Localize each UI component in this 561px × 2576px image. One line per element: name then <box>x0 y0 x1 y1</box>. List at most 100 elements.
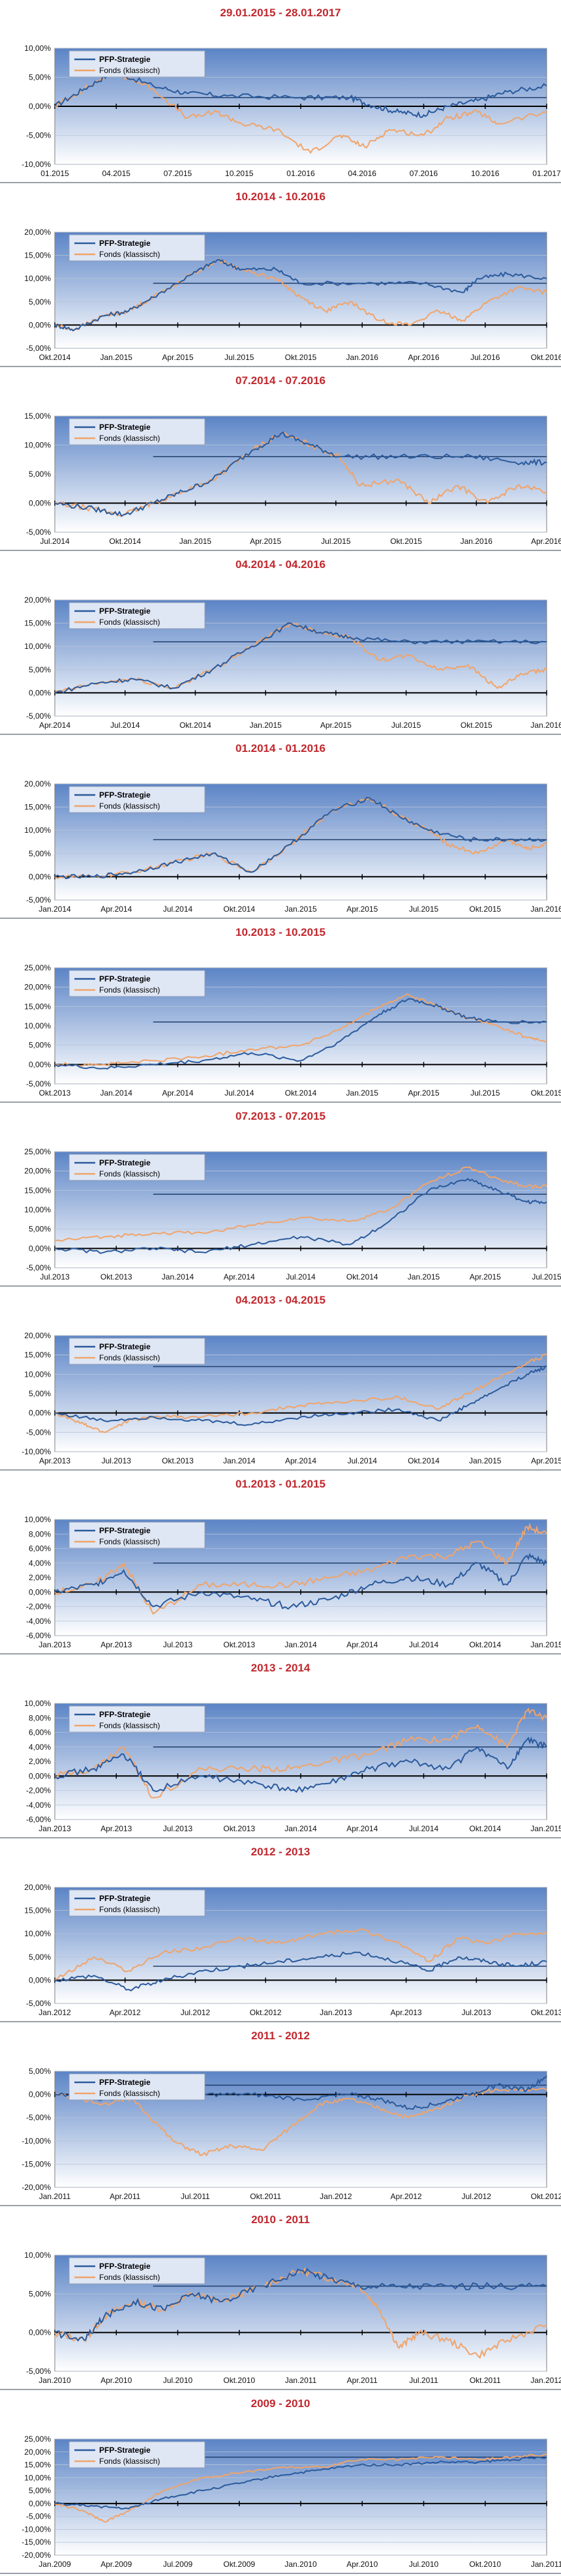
x-tick-label: Apr.2015 <box>470 1272 501 1281</box>
legend-fund-label: Fonds (klassisch) <box>99 1905 160 1914</box>
panel-divider <box>0 550 561 551</box>
y-tick-label: 4,00% <box>29 1743 51 1752</box>
x-tick-label: Okt.2015 <box>461 721 493 730</box>
x-tick-label: Jan.2015 <box>530 1640 561 1649</box>
legend-box <box>68 234 205 262</box>
x-tick-label: Jan.2015 <box>469 1456 502 1465</box>
strategy-series-line <box>54 258 547 332</box>
chart-title: 04.2014 - 04.2016 <box>235 558 326 571</box>
x-tick-label: Jul.2014 <box>286 1272 316 1281</box>
panel-divider <box>0 1101 561 1103</box>
x-tick-label: 10.2015 <box>225 169 254 178</box>
x-tick-label: Jul.2010 <box>409 2560 439 2569</box>
y-tick-label: 25,00% <box>24 2434 51 2444</box>
chart-panel: 2010 - 2011 10,00% 5,00% 0,00% -5,00% Jan.201… <box>0 2207 561 2391</box>
x-tick-label: Jan.2010 <box>38 2376 71 2385</box>
x-tick-label: Okt.2011 <box>470 2376 501 2385</box>
strategy-series-line <box>54 1552 547 1610</box>
legend-strategy-label: PFP-Strategie <box>99 1710 151 1719</box>
legend-box <box>68 2441 205 2468</box>
strategy-series-line <box>54 2268 547 2342</box>
chart-title: 2012 - 2013 <box>250 1846 311 1858</box>
x-tick-label: Okt.2014 <box>285 1088 317 1098</box>
legend-strategy-label: PFP-Strategie <box>99 1342 151 1351</box>
chart-panel: 07.2013 - 07.2015 25,00% 20,00% 15,00% 10,00… <box>0 1103 561 1287</box>
chart-svg: 10,00% 8,00% 6,00% 4,00% 2,00% 0,00% -2,00% -4,… <box>24 1515 561 1649</box>
y-tick-label: 10,00% <box>24 2473 51 2482</box>
y-tick-label: 0,00% <box>29 320 51 329</box>
y-tick-label: 5,00% <box>29 2486 51 2495</box>
legend-fund-label: Fonds (klassisch) <box>99 1353 160 1362</box>
legend-strategy-label: PFP-Strategie <box>99 1894 151 1903</box>
fund-series-line <box>54 1166 547 1242</box>
chart-svg: 10,00% 5,00% 0,00% -5,00%Jan.2010 Apr.2010 Ju… <box>24 2251 561 2385</box>
chart-panel: 04.2013 - 04.2015 20,00% 15,00% 10,00% 5,00%… <box>0 1287 561 1471</box>
y-tick-label: -6,00% <box>26 1631 51 1640</box>
legend-strategy-label: PFP-Strategie <box>99 55 151 64</box>
x-tick-label: Jan.2013 <box>38 1824 71 1833</box>
x-tick-label: Jul.2009 <box>163 2560 193 2569</box>
x-tick-label: Okt.2010 <box>223 2376 255 2385</box>
x-tick-label: Okt.2013 <box>162 1456 194 1465</box>
x-tick-label: Jan.2014 <box>38 905 71 914</box>
legend-box <box>68 1521 205 1549</box>
x-tick-label: Okt.2015 <box>285 353 317 362</box>
panel-divider <box>0 734 561 735</box>
y-tick-label: 10,00% <box>24 1699 51 1708</box>
x-tick-label: Jan.2014 <box>223 1456 256 1465</box>
y-tick-label: -2,00% <box>26 1602 51 1611</box>
y-tick-label: 5,00% <box>29 1041 51 1050</box>
y-tick-label: 0,00% <box>29 102 51 111</box>
x-tick-label: Jul.2010 <box>163 2376 193 2385</box>
legend-box <box>68 602 205 629</box>
x-tick-label: Jan.2012 <box>320 2192 352 2201</box>
strategy-series-line <box>54 2456 547 2510</box>
legend-fund-label: Fonds (klassisch) <box>99 618 160 627</box>
x-tick-label: Apr.2013 <box>100 1640 132 1649</box>
y-tick-label: 0,00% <box>29 1409 51 1418</box>
y-tick-label: 2,00% <box>29 1757 51 1766</box>
x-tick-label: 04.2015 <box>102 169 131 178</box>
legend-strategy-label: PFP-Strategie <box>99 790 151 800</box>
x-tick-label: Apr.2016 <box>408 353 439 362</box>
y-tick-label: 8,00% <box>29 1529 51 1538</box>
chart-panel: 2011 - 2012 5,00% 0,00% -5,00% -10,00% -15,00… <box>0 2023 561 2207</box>
legend-box <box>68 1154 205 1181</box>
y-tick-label: 5,00% <box>29 2067 51 2076</box>
fund-series-line <box>54 1522 547 1615</box>
chart-title: 01.2013 - 01.2015 <box>235 1478 326 1490</box>
fund-series-line <box>54 993 547 1067</box>
x-tick-label: Jan.2014 <box>162 1272 194 1281</box>
chart-title: 29.01.2015 - 28.01.2017 <box>220 7 341 19</box>
x-tick-label: Jul.2016 <box>470 353 500 362</box>
y-tick-label: 10,00% <box>24 826 51 835</box>
y-tick-label: 25,00% <box>24 1147 51 1156</box>
y-tick-label: 20,00% <box>24 228 51 237</box>
y-tick-label: -6,00% <box>26 1815 51 1824</box>
chart-panel: 29.01.2015 - 28.01.2017 10,00% 5,00% 0,00% -… <box>0 0 561 184</box>
panel-divider <box>0 366 561 367</box>
y-tick-label: 10,00% <box>24 1205 51 1214</box>
x-tick-label: Apr.2015 <box>346 905 378 914</box>
y-tick-label: 20,00% <box>24 1331 51 1340</box>
y-tick-label: -5,00% <box>26 1263 51 1272</box>
x-tick-label: Apr.2015 <box>408 1088 439 1098</box>
x-tick-label: Jul.2015 <box>321 537 351 546</box>
x-tick-label: Okt.2012 <box>531 2192 561 2201</box>
x-tick-label: Okt.2014 <box>346 1272 378 1281</box>
x-tick-label: Okt.2009 <box>223 2560 255 2569</box>
x-tick-label: Apr.2014 <box>39 721 70 730</box>
x-tick-label: 07.2015 <box>164 169 192 178</box>
y-tick-label: 10,00% <box>24 44 51 53</box>
fund-series-line <box>54 1707 547 1799</box>
x-tick-label: Jan.2015 <box>284 905 317 914</box>
x-tick-label: Jul.2013 <box>462 2008 492 2017</box>
x-tick-label: 10.2016 <box>471 169 500 178</box>
y-tick-label: 5,00% <box>29 1953 51 1962</box>
legend-strategy-label: PFP-Strategie <box>99 423 151 432</box>
fund-series-line <box>54 70 547 154</box>
y-tick-label: 0,00% <box>29 688 51 697</box>
x-tick-label: Apr.2015 <box>531 1456 561 1465</box>
y-tick-label: 5,00% <box>29 2289 51 2298</box>
chart-title: 04.2013 - 04.2015 <box>235 1294 326 1306</box>
